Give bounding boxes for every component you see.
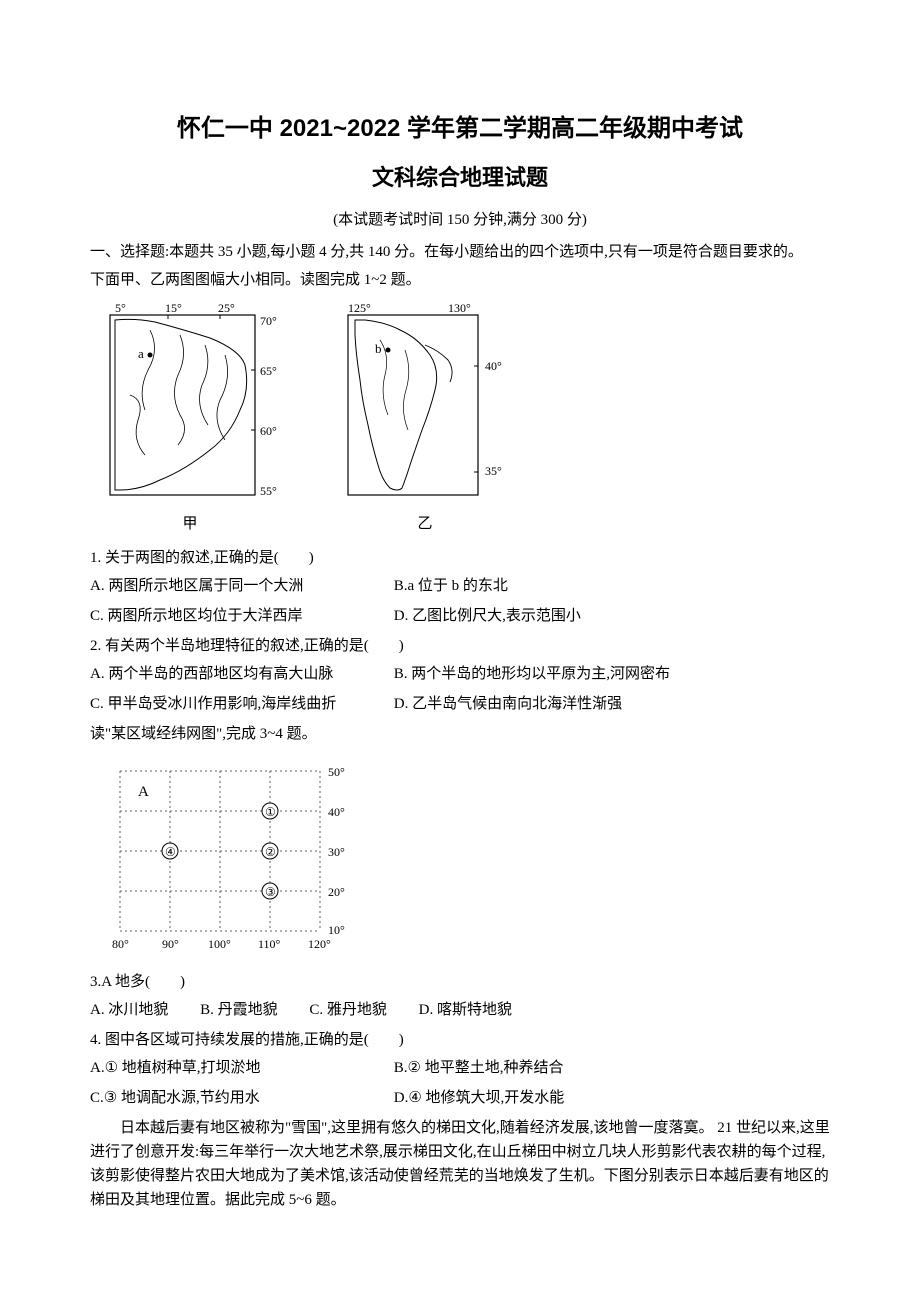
map1-lat-1: 65° bbox=[260, 364, 277, 378]
grid-c1: ① bbox=[265, 805, 276, 819]
grid-c4: ④ bbox=[165, 845, 176, 859]
q2-stem: 2. 有关两个半岛地理特征的叙述,正确的是( ) bbox=[90, 634, 830, 658]
grid-lat-0: 50° bbox=[328, 765, 345, 779]
grid-A: A bbox=[138, 784, 149, 800]
map1-lat-3: 55° bbox=[260, 484, 277, 498]
maps-row: 5° 15° 25° 70° 65° 60° 55° a 甲 bbox=[90, 300, 830, 536]
q2-D: D. 乙半岛气候由南向北海洋性渐强 bbox=[394, 692, 622, 716]
map1-lon-1: 15° bbox=[165, 301, 182, 315]
grid-lon-2: 100° bbox=[208, 937, 231, 951]
map2-lon-1: 130° bbox=[448, 301, 471, 315]
grid-lat-4: 10° bbox=[328, 923, 345, 937]
grid-lat-1: 40° bbox=[328, 805, 345, 819]
q2-A: A. 两个半岛的西部地区均有高大山脉 bbox=[90, 662, 390, 686]
q3-opts: A. 冰川地貌 B. 丹霞地貌 C. 雅丹地貌 D. 喀斯特地貌 bbox=[90, 998, 830, 1022]
exam-meta: (本试题考试时间 150 分钟,满分 300 分) bbox=[90, 208, 830, 232]
q4-B: B.② 地平整土地,种养结合 bbox=[394, 1056, 564, 1080]
map2-label: 乙 bbox=[330, 512, 520, 536]
q1-C: C. 两图所示地区均位于大洋西岸 bbox=[90, 604, 390, 628]
grid-svg: A ① ② ③ ④ 80° 90° 100° 110° 120° 50° 40°… bbox=[90, 756, 380, 956]
section1-intro: 一、选择题:本题共 35 小题,每小题 4 分,共 140 分。在每小题给出的四… bbox=[90, 240, 830, 264]
q2-opts-row1: A. 两个半岛的西部地区均有高大山脉 B. 两个半岛的地形均以平原为主,河网密布 bbox=[90, 662, 830, 686]
map2-lon-0: 125° bbox=[348, 301, 371, 315]
q2-B: B. 两个半岛的地形均以平原为主,河网密布 bbox=[394, 662, 670, 686]
map-jia: 5° 15° 25° 70° 65° 60° 55° a 甲 bbox=[90, 300, 290, 536]
passage-yuego: 日本越后妻有地区被称为"雪国",这里拥有悠久的梯田文化,随着经济发展,该地曾一度… bbox=[90, 1116, 830, 1212]
grid-lon-3: 110° bbox=[258, 937, 281, 951]
q3-C: C. 雅丹地貌 bbox=[309, 998, 387, 1022]
map2-lat-1: 35° bbox=[485, 464, 502, 478]
map1-lat-2: 60° bbox=[260, 424, 277, 438]
q2-C: C. 甲半岛受冰川作用影响,海岸线曲折 bbox=[90, 692, 390, 716]
map1-marker: a bbox=[138, 346, 144, 361]
q4-C: C.③ 地调配水源,节约用水 bbox=[90, 1086, 390, 1110]
map1-label: 甲 bbox=[90, 512, 290, 536]
grid-lat-3: 20° bbox=[328, 885, 345, 899]
grid-figure: A ① ② ③ ④ 80° 90° 100° 110° 120° 50° 40°… bbox=[90, 756, 830, 956]
grid-prompt: 读"某区域经纬网图",完成 3~4 题。 bbox=[90, 722, 830, 746]
grid-lon-4: 120° bbox=[308, 937, 331, 951]
grid-c2: ② bbox=[265, 845, 276, 859]
maps-prompt: 下面甲、乙两图图幅大小相同。读图完成 1~2 题。 bbox=[90, 268, 830, 292]
grid-lon-0: 80° bbox=[112, 937, 129, 951]
map2-marker: b bbox=[375, 341, 382, 356]
grid-lat-2: 30° bbox=[328, 845, 345, 859]
map1-lon-2: 25° bbox=[218, 301, 235, 315]
q3-stem: 3.A 地多( ) bbox=[90, 970, 830, 994]
grid-lon-1: 90° bbox=[162, 937, 179, 951]
q1-stem: 1. 关于两图的叙述,正确的是( ) bbox=[90, 546, 830, 570]
q2-opts-row2: C. 甲半岛受冰川作用影响,海岸线曲折 D. 乙半岛气候由南向北海洋性渐强 bbox=[90, 692, 830, 716]
q1-D: D. 乙图比例尺大,表示范围小 bbox=[394, 604, 581, 628]
map2-lat-0: 40° bbox=[485, 359, 502, 373]
q1-A: A. 两图所示地区属于同一个大洲 bbox=[90, 574, 390, 598]
q3-B: B. 丹霞地貌 bbox=[200, 998, 278, 1022]
grid-c3: ③ bbox=[265, 885, 276, 899]
page-title-2: 文科综合地理试题 bbox=[90, 160, 830, 195]
map-jia-svg: 5° 15° 25° 70° 65° 60° 55° a bbox=[90, 300, 290, 510]
map-yi: 125° 130° 40° 35° b 乙 bbox=[330, 300, 520, 536]
q1-opts-row1: A. 两图所示地区属于同一个大洲 B.a 位于 b 的东北 bbox=[90, 574, 830, 598]
q4-opts-row1: A.① 地植树种草,打坝淤地 B.② 地平整土地,种养结合 bbox=[90, 1056, 830, 1080]
q3-A: A. 冰川地貌 bbox=[90, 998, 168, 1022]
map1-lon-0: 5° bbox=[115, 301, 126, 315]
q3-D: D. 喀斯特地貌 bbox=[419, 998, 512, 1022]
map1-lat-0: 70° bbox=[260, 314, 277, 328]
q1-opts-row2: C. 两图所示地区均位于大洋西岸 D. 乙图比例尺大,表示范围小 bbox=[90, 604, 830, 628]
q4-A: A.① 地植树种草,打坝淤地 bbox=[90, 1056, 390, 1080]
q1-B: B.a 位于 b 的东北 bbox=[394, 574, 508, 598]
map-yi-svg: 125° 130° 40° 35° b bbox=[330, 300, 520, 510]
q4-stem: 4. 图中各区域可持续发展的措施,正确的是( ) bbox=[90, 1028, 830, 1052]
page-title-1: 怀仁一中 2021~2022 学年第二学期高二年级期中考试 bbox=[90, 110, 830, 148]
q4-D: D.④ 地修筑大坝,开发水能 bbox=[394, 1086, 565, 1110]
q4-opts-row2: C.③ 地调配水源,节约用水 D.④ 地修筑大坝,开发水能 bbox=[90, 1086, 830, 1110]
